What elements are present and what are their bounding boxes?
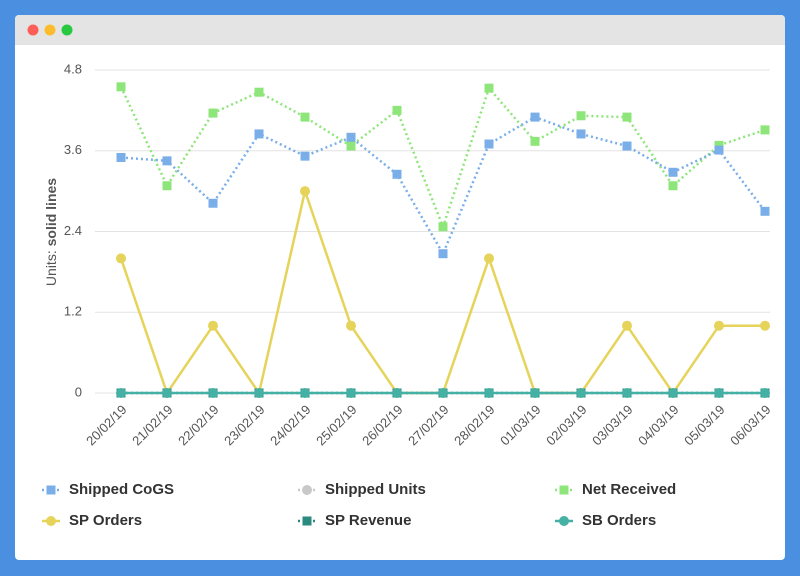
legend-label: Shipped CoGS	[69, 481, 174, 498]
marker	[484, 139, 494, 149]
marker	[346, 320, 356, 331]
marker	[162, 388, 172, 398]
marker	[300, 151, 310, 161]
marker	[254, 129, 264, 139]
marker	[530, 112, 540, 122]
marker	[760, 206, 770, 216]
marker	[392, 169, 402, 179]
marker	[622, 112, 632, 122]
marker	[530, 388, 540, 398]
legend-label: Net Received	[582, 481, 676, 498]
marker	[714, 320, 724, 331]
marker	[576, 129, 586, 139]
y-axis-label: Units: solid lines	[43, 178, 59, 286]
legend-marker	[559, 485, 569, 495]
y-tick-label: 1.2	[64, 304, 82, 319]
legend-label: Shipped Units	[325, 481, 426, 498]
marker	[438, 388, 448, 398]
minimize-button[interactable]	[44, 24, 56, 36]
legend-marker	[559, 516, 569, 526]
marker	[438, 222, 448, 232]
marker	[300, 388, 310, 398]
legend-label: SB Orders	[582, 512, 656, 529]
marker	[484, 253, 494, 264]
close-button[interactable]	[27, 24, 39, 36]
marker	[346, 388, 356, 398]
marker	[116, 152, 126, 162]
marker	[162, 181, 172, 191]
marker	[484, 388, 494, 398]
marker	[484, 83, 494, 93]
marker	[254, 388, 264, 398]
marker	[714, 388, 724, 398]
marker	[116, 253, 126, 264]
legend-marker	[46, 485, 56, 495]
marker	[622, 320, 632, 331]
marker	[760, 320, 770, 331]
marker	[116, 82, 126, 92]
y-tick-label: 2.4	[64, 223, 82, 238]
marker	[576, 388, 586, 398]
legend-marker	[302, 485, 312, 495]
marker	[622, 141, 632, 151]
title-bar	[15, 15, 785, 45]
marker	[208, 108, 218, 118]
marker	[392, 105, 402, 115]
marker	[208, 320, 218, 331]
marker	[346, 141, 356, 151]
marker	[208, 388, 218, 398]
marker	[254, 87, 264, 97]
marker	[346, 132, 356, 142]
marker	[392, 388, 402, 398]
marker	[668, 388, 678, 398]
marker	[162, 156, 172, 166]
marker	[760, 125, 770, 135]
legend-marker	[302, 516, 312, 526]
marker	[714, 140, 724, 150]
legend-label: SP Orders	[69, 512, 142, 529]
y-tick-label: 4.8	[64, 61, 82, 76]
marker	[208, 198, 218, 208]
marker	[714, 145, 724, 155]
maximize-button[interactable]	[61, 24, 73, 36]
y-label-emphasis: solid lines	[43, 178, 59, 247]
y-tick-label: 0	[75, 384, 82, 399]
marker	[668, 167, 678, 177]
marker	[622, 388, 632, 398]
marker	[300, 112, 310, 122]
marker	[530, 136, 540, 146]
marker	[668, 181, 678, 191]
legend-label: SP Revenue	[325, 512, 411, 529]
y-tick-label: 3.6	[64, 142, 82, 157]
y-label-prefix: Units:	[43, 250, 59, 286]
marker	[760, 388, 770, 398]
marker	[438, 249, 448, 259]
marker	[116, 388, 126, 398]
legend: Shipped CoGS Shipped Units Net Received SP …	[42, 481, 676, 529]
marker	[300, 186, 310, 197]
legend-marker	[46, 516, 56, 526]
marker	[576, 111, 586, 121]
series-line	[120, 115, 766, 257]
